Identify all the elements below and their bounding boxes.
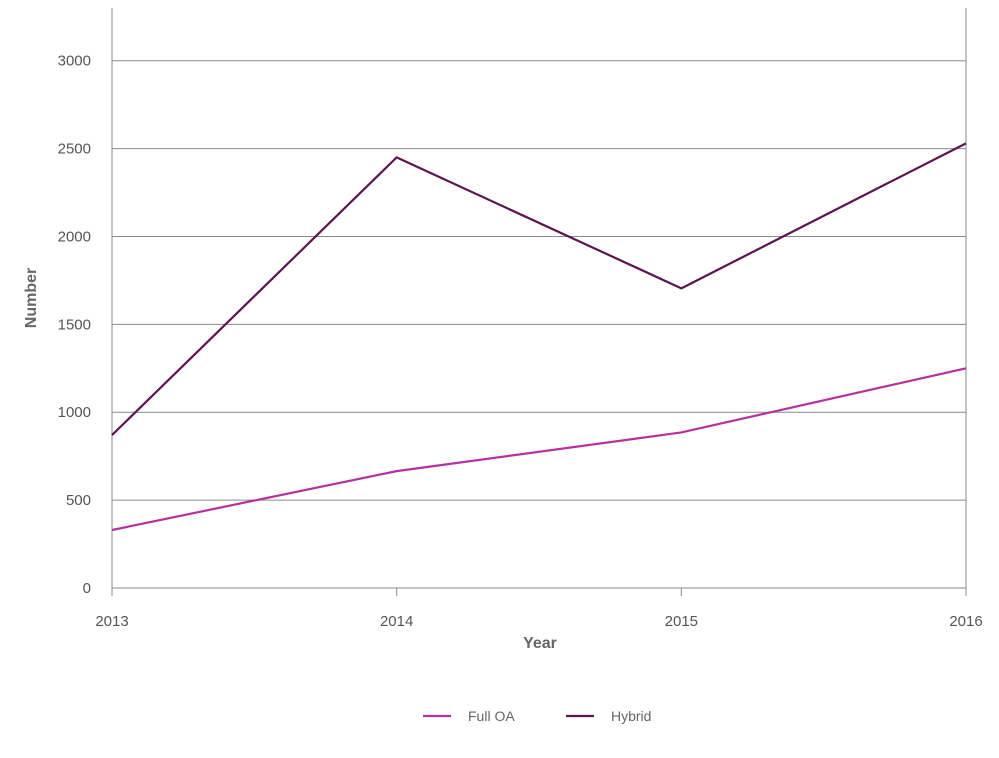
x-tick-label: 2013 <box>95 613 128 630</box>
y-tick-label: 0 <box>83 580 91 597</box>
legend-label: Full OA <box>468 708 515 724</box>
series-line-hybrid <box>111 142 967 436</box>
y-tick-label: 500 <box>66 492 91 509</box>
y-tick-label: 1000 <box>58 404 91 421</box>
y-axis-title: Number <box>23 268 40 328</box>
x-tick-label: 2016 <box>949 613 982 630</box>
y-tick-label: 1500 <box>58 316 91 333</box>
gridlines <box>111 8 967 588</box>
legend: Full OA Hybrid <box>423 708 651 724</box>
series-line-full-oa <box>111 367 967 532</box>
x-tick-label: 2015 <box>665 613 698 630</box>
y-tick-label: 2500 <box>58 141 91 158</box>
y-tick-label: 3000 <box>58 53 91 70</box>
series-lines <box>111 142 967 532</box>
tick-labels: 0 500 1000 1500 2000 2500 3000 2013 2014 2015 2016 <box>58 53 983 630</box>
y-tick-label: 2000 <box>58 228 91 245</box>
x-axis-title: Year <box>523 635 557 652</box>
x-tick-label: 2014 <box>380 613 413 630</box>
axes <box>111 587 967 596</box>
legend-label: Hybrid <box>611 708 651 724</box>
